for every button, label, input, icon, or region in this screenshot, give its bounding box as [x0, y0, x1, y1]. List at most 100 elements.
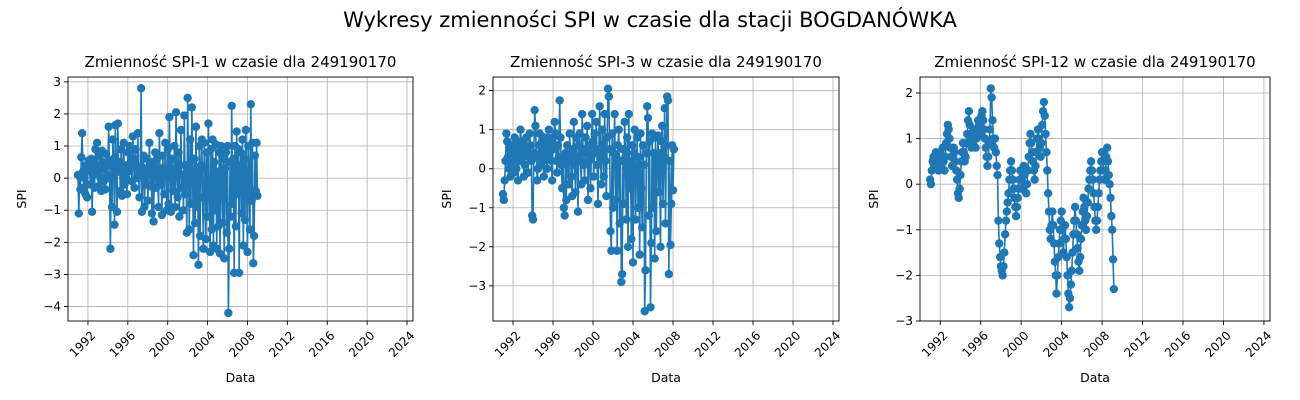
data-point [614, 125, 624, 134]
data-point [622, 215, 631, 224]
y-tick-label: −4 [43, 300, 61, 314]
data-point [1000, 248, 1009, 257]
x-tick-label: 2020 [772, 328, 803, 359]
data-point [236, 148, 246, 157]
data-point [564, 180, 574, 189]
data-point [151, 148, 160, 157]
data-point [617, 269, 627, 279]
data-point [615, 219, 624, 228]
y-tick-label: 1 [478, 123, 486, 137]
data-point [112, 207, 122, 217]
data-point [145, 138, 154, 148]
data-point [193, 167, 202, 176]
series-spi [498, 84, 679, 316]
data-point [644, 211, 654, 220]
data-point [1073, 243, 1082, 253]
data-point [607, 129, 617, 138]
data-point [619, 199, 629, 209]
data-point [1103, 157, 1113, 166]
y-tick-label: −2 [43, 235, 61, 249]
data-point [249, 259, 258, 268]
data-point [204, 119, 213, 128]
data-point [238, 135, 247, 144]
data-point [597, 180, 606, 189]
data-point [984, 152, 993, 162]
data-point [131, 145, 140, 154]
data-point [961, 152, 970, 162]
data-point [200, 138, 209, 148]
data-point [1070, 202, 1080, 212]
data-point [1027, 138, 1036, 148]
data-point [1067, 266, 1076, 276]
data-point [1102, 143, 1112, 152]
data-point [979, 125, 989, 134]
data-point [557, 184, 567, 193]
data-point [1087, 166, 1097, 175]
data-point [176, 125, 186, 135]
data-point [1086, 157, 1096, 166]
data-point [143, 196, 152, 205]
x-tick-label: 1996 [532, 328, 563, 359]
data-point [231, 222, 241, 231]
data-point [250, 151, 260, 160]
data-point [523, 168, 533, 177]
data-point [187, 103, 197, 112]
data-point [156, 180, 165, 189]
x-tick-label: 2008 [652, 328, 683, 359]
data-point [1108, 225, 1117, 234]
x-tick-label: 1992 [919, 328, 950, 359]
data-point [185, 225, 194, 234]
data-point [627, 141, 637, 150]
data-point [565, 129, 574, 138]
data-point [165, 112, 174, 122]
data-point [252, 138, 261, 148]
data-point [604, 92, 614, 101]
data-point [200, 164, 210, 173]
data-point [580, 176, 589, 185]
y-tick-label: 3 [53, 75, 61, 89]
data-point [1088, 175, 1098, 184]
data-point [624, 109, 634, 119]
data-point [638, 141, 648, 150]
data-point [582, 121, 592, 130]
data-point [945, 134, 954, 143]
data-point [180, 111, 189, 120]
data-point [985, 125, 995, 134]
data-point [992, 161, 1001, 171]
y-tick-label: 2 [53, 107, 61, 121]
data-point [648, 203, 658, 212]
data-point [988, 116, 997, 125]
data-point [603, 84, 613, 93]
data-point [590, 129, 599, 138]
data-point [552, 168, 562, 177]
x-tick-label: 1996 [960, 328, 991, 359]
data-point [588, 137, 598, 146]
data-point [198, 193, 207, 202]
data-point [169, 186, 178, 196]
data-point [662, 141, 671, 150]
data-point [665, 156, 674, 166]
data-point [550, 117, 559, 127]
data-point [599, 172, 609, 181]
data-point [229, 154, 238, 164]
data-point [597, 125, 607, 134]
data-point [179, 206, 188, 215]
data-point [80, 173, 89, 183]
data-point [581, 133, 590, 142]
data-point [120, 180, 129, 189]
data-point [628, 258, 638, 267]
data-point [234, 268, 244, 278]
data-point [556, 133, 565, 142]
data-point [978, 107, 987, 116]
data-point [171, 108, 181, 117]
data-point [244, 167, 254, 176]
data-point [203, 212, 212, 221]
y-tick-label: −1 [43, 203, 61, 217]
data-point [971, 143, 980, 152]
data-point [577, 109, 587, 119]
x-tick-label: 2016 [306, 328, 337, 359]
data-point [177, 183, 187, 192]
y-axis-label: SPI [866, 189, 881, 208]
data-point [215, 148, 224, 157]
